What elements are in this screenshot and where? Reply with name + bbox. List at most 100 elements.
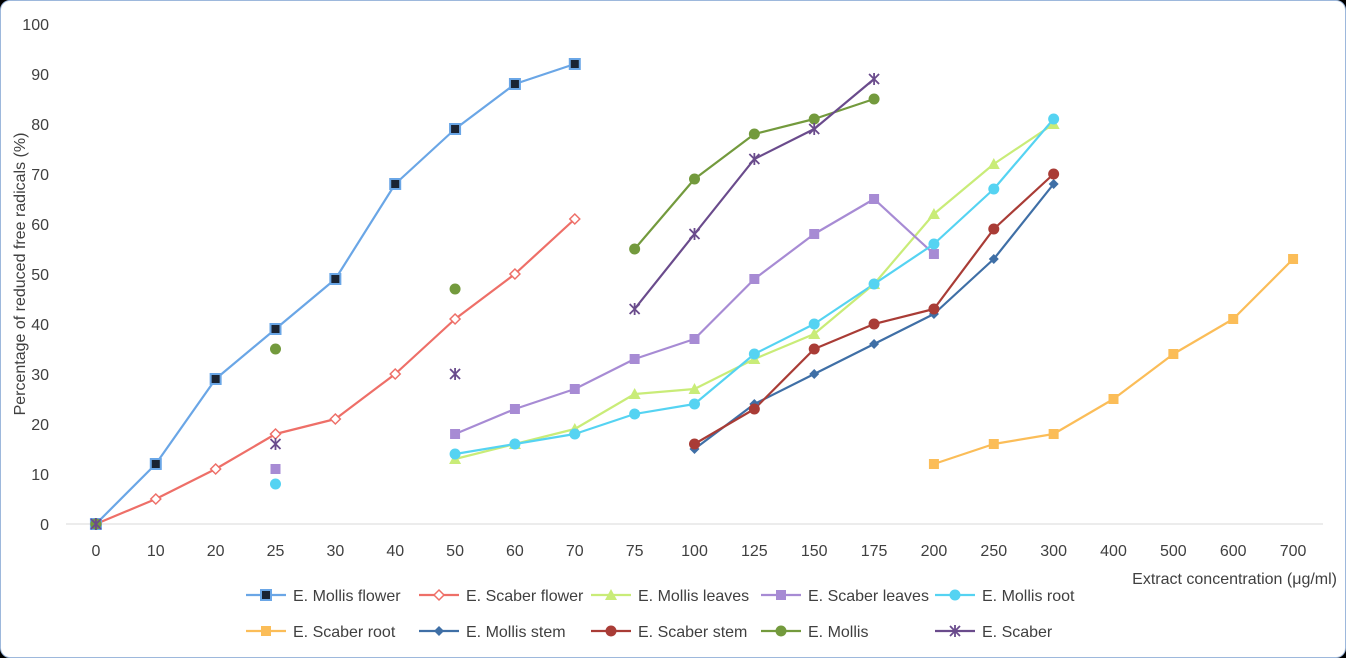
legend-swatch-marker xyxy=(261,626,271,636)
legend-swatch-marker xyxy=(949,589,961,601)
data-point-e-scaber xyxy=(808,123,820,135)
series-lines xyxy=(95,62,1294,526)
data-point-e-scaber-leaves xyxy=(509,404,520,414)
data-point-e-scaber-leaves xyxy=(450,429,461,439)
legend-label: E. Mollis xyxy=(808,624,868,641)
y-tick-label: 60 xyxy=(31,217,49,234)
legend-item-e-mollis-flower: E. Mollis flower xyxy=(246,588,401,605)
data-point-e-mollis xyxy=(868,93,880,105)
x-tick-label: 175 xyxy=(861,543,888,560)
legend-item-e-mollis: E. Mollis xyxy=(761,624,868,641)
legend-label: E. Mollis root xyxy=(982,588,1075,605)
x-tick-label: 500 xyxy=(1160,543,1187,560)
y-tick-label: 80 xyxy=(31,117,49,134)
y-tick-label: 50 xyxy=(31,267,49,284)
x-tick-label: 100 xyxy=(681,543,708,560)
legend-swatch-marker xyxy=(434,626,444,636)
legend-item-e-scaber-flower: E. Scaber flower xyxy=(419,588,584,605)
data-point-e-scaber-leaves xyxy=(629,354,640,364)
data-point-e-scaber-root xyxy=(1168,349,1179,359)
data-point-e-mollis-root xyxy=(868,278,880,290)
series-line-e-mollis-flower xyxy=(95,62,576,525)
data-point-e-scaber-stem xyxy=(868,318,880,330)
data-point-e-mollis-stem xyxy=(1048,179,1059,189)
legend-item-e-scaber: E. Scaber xyxy=(935,624,1053,641)
data-point-e-scaber xyxy=(688,228,701,240)
data-point-e-mollis xyxy=(689,173,700,185)
data-point-e-mollis-flower xyxy=(568,58,581,70)
x-tick-label: 30 xyxy=(326,543,344,560)
data-point-e-mollis xyxy=(748,128,760,140)
series-markers xyxy=(89,58,1299,531)
x-tick-label: 10 xyxy=(147,543,165,560)
x-axis-label: Extract concentration (μg/ml) xyxy=(1132,571,1337,588)
data-point-e-scaber-leaves xyxy=(928,249,939,259)
data-point-e-mollis-flower xyxy=(149,458,162,470)
axes: 0 10 20 30 40 50 60 70 80 90 100 0 10 20 25 30 40 50 60 70 7… xyxy=(22,17,1323,560)
y-tick-label: 20 xyxy=(31,417,49,434)
legend-swatch-marker xyxy=(260,589,272,601)
x-tick-label: 125 xyxy=(741,543,768,560)
x-tick-label: 50 xyxy=(446,543,464,560)
data-point-e-scaber-flower xyxy=(508,267,521,281)
x-tick-label: 75 xyxy=(626,543,644,560)
data-point-e-mollis-root xyxy=(928,238,940,250)
y-tick-label: 100 xyxy=(22,17,49,34)
data-point-e-mollis-root xyxy=(449,448,461,460)
data-point-e-scaber-root xyxy=(988,439,999,449)
data-point-e-mollis-flower xyxy=(209,373,222,385)
data-point-e-scaber xyxy=(868,73,880,85)
data-point-e-mollis-flower xyxy=(269,323,282,335)
legend-swatch-marker xyxy=(775,625,787,637)
data-point-e-scaber-leaves xyxy=(749,274,760,284)
x-tick-label: 70 xyxy=(566,543,584,560)
x-tick-label: 40 xyxy=(386,543,404,560)
data-point-e-mollis-flower xyxy=(329,273,342,285)
x-tick-label: 150 xyxy=(801,543,828,560)
data-point-e-mollis-root xyxy=(629,408,641,420)
x-tick-label: 250 xyxy=(980,543,1007,560)
y-tick-label: 40 xyxy=(31,317,49,334)
y-tick-label: 10 xyxy=(31,467,49,484)
x-tick-label: 20 xyxy=(207,543,225,560)
data-point-e-scaber-flower xyxy=(568,212,581,226)
data-point-e-scaber-leaves xyxy=(689,334,700,344)
legend-swatch-marker xyxy=(605,625,617,637)
data-point-e-mollis xyxy=(629,243,641,255)
data-point-e-scaber-flower xyxy=(149,492,162,506)
y-axis-label: Percentage of reduced free radicals (%) xyxy=(12,133,29,416)
data-point-e-scaber-flower xyxy=(329,412,342,426)
data-point-e-mollis xyxy=(449,283,461,295)
data-point-e-mollis-root xyxy=(689,398,700,410)
legend-label: E. Scaber root xyxy=(293,624,396,641)
y-tick-label: 0 xyxy=(40,517,49,534)
legend-item-e-scaber-leaves: E. Scaber leaves xyxy=(761,588,929,605)
x-tick-label: 60 xyxy=(506,543,524,560)
y-tick-label: 70 xyxy=(31,167,49,184)
y-tick-label: 30 xyxy=(31,367,49,384)
data-point-e-mollis-flower xyxy=(389,178,402,190)
data-point-e-mollis-leaves xyxy=(808,328,821,339)
data-point-e-scaber xyxy=(269,438,282,450)
legend-item-e-scaber-stem: E. Scaber stem xyxy=(591,624,747,641)
data-point-e-mollis-root xyxy=(1048,113,1060,125)
data-point-e-mollis xyxy=(270,343,281,355)
data-point-e-scaber-stem xyxy=(808,343,820,355)
data-point-e-mollis-stem xyxy=(988,254,999,264)
x-tick-label: 600 xyxy=(1220,543,1247,560)
data-point-e-scaber-flower xyxy=(209,462,222,476)
data-point-e-scaber-leaves xyxy=(809,229,820,239)
data-point-e-mollis-flower xyxy=(508,78,521,90)
legend-label: E. Scaber leaves xyxy=(808,588,929,605)
data-point-e-scaber-flower xyxy=(389,367,402,381)
series-line-e-mollis xyxy=(633,97,875,250)
legend-swatch-marker xyxy=(949,625,961,637)
y-tick-label: 90 xyxy=(31,67,49,84)
data-point-e-scaber-flower xyxy=(449,312,462,326)
legend-swatch-marker xyxy=(432,588,446,602)
data-point-e-scaber-root xyxy=(1288,254,1299,264)
data-point-e-scaber xyxy=(748,153,760,165)
legend-label: E. Scaber xyxy=(982,624,1053,641)
